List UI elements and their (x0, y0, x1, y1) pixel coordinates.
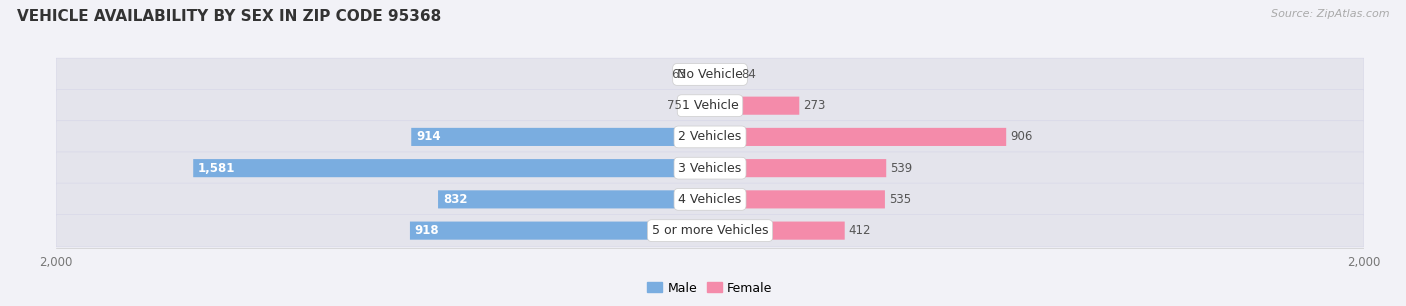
FancyBboxPatch shape (56, 89, 1364, 122)
Text: 75: 75 (666, 99, 682, 112)
Text: 273: 273 (803, 99, 825, 112)
Text: Source: ZipAtlas.com: Source: ZipAtlas.com (1271, 9, 1389, 19)
Text: 914: 914 (416, 130, 440, 144)
Text: 906: 906 (1010, 130, 1032, 144)
FancyBboxPatch shape (710, 190, 884, 208)
FancyBboxPatch shape (710, 128, 1007, 146)
Text: 1 Vehicle: 1 Vehicle (682, 99, 738, 112)
FancyBboxPatch shape (710, 97, 799, 115)
Text: 918: 918 (415, 224, 440, 237)
Text: 832: 832 (443, 193, 467, 206)
Text: 63: 63 (671, 68, 686, 81)
FancyBboxPatch shape (411, 128, 710, 146)
FancyBboxPatch shape (56, 58, 1364, 91)
FancyBboxPatch shape (56, 152, 1364, 185)
Text: 84: 84 (741, 68, 756, 81)
FancyBboxPatch shape (193, 159, 710, 177)
Text: VEHICLE AVAILABILITY BY SEX IN ZIP CODE 95368: VEHICLE AVAILABILITY BY SEX IN ZIP CODE … (17, 9, 441, 24)
Text: 1,581: 1,581 (198, 162, 235, 175)
Text: 535: 535 (889, 193, 911, 206)
FancyBboxPatch shape (411, 222, 710, 240)
FancyBboxPatch shape (710, 222, 845, 240)
FancyBboxPatch shape (56, 215, 1364, 247)
Text: 539: 539 (890, 162, 912, 175)
FancyBboxPatch shape (689, 65, 710, 84)
Text: 5 or more Vehicles: 5 or more Vehicles (652, 224, 768, 237)
Legend: Male, Female: Male, Female (643, 277, 778, 300)
FancyBboxPatch shape (710, 65, 738, 84)
FancyBboxPatch shape (56, 183, 1364, 216)
Text: 2 Vehicles: 2 Vehicles (679, 130, 741, 144)
FancyBboxPatch shape (439, 190, 710, 208)
Text: No Vehicle: No Vehicle (678, 68, 742, 81)
Text: 4 Vehicles: 4 Vehicles (679, 193, 741, 206)
Text: 412: 412 (849, 224, 872, 237)
Text: 3 Vehicles: 3 Vehicles (679, 162, 741, 175)
FancyBboxPatch shape (56, 121, 1364, 153)
FancyBboxPatch shape (686, 97, 710, 115)
FancyBboxPatch shape (710, 159, 886, 177)
